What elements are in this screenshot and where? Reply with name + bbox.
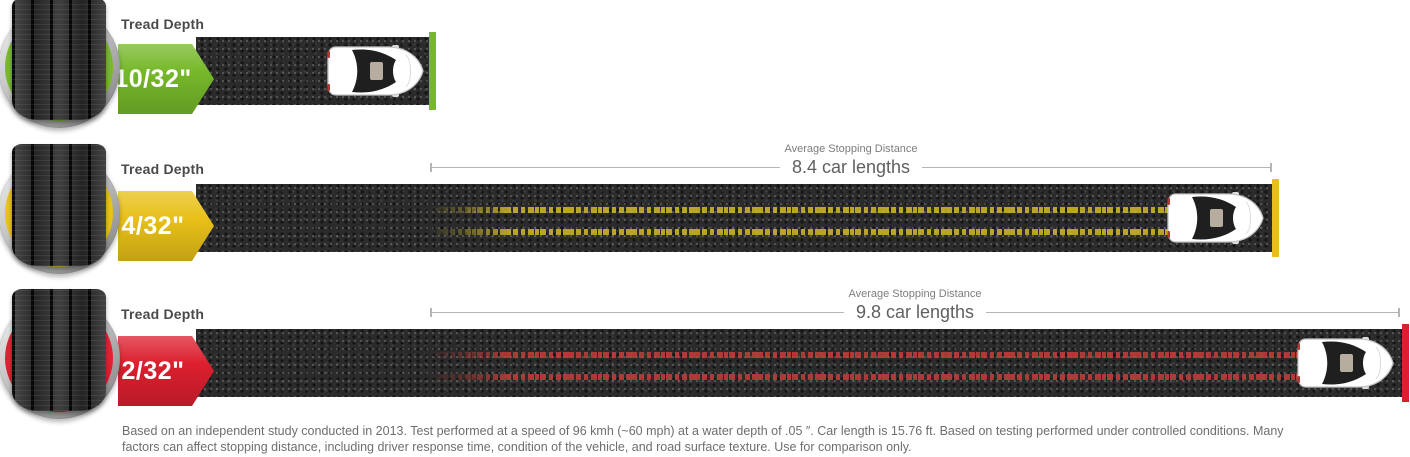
skid-mark xyxy=(430,352,1348,358)
tire-tread-icon xyxy=(12,144,106,266)
measure-line-left xyxy=(430,163,780,172)
depth-arrow-label: 10/32" xyxy=(118,44,214,114)
depth-value: 2/32" xyxy=(121,356,185,385)
stopping-distance-measure: Average Stopping Distance 8.4 car length… xyxy=(430,143,1273,178)
measure-line-right xyxy=(922,163,1273,172)
measure-line-right xyxy=(986,308,1401,317)
measure-line-row: 9.8 car lengths xyxy=(430,302,1401,323)
measure-tick-left xyxy=(430,163,432,172)
road-bar-4-32 xyxy=(196,184,1272,252)
tire-photo-10-32 xyxy=(0,0,120,128)
stop-marker-red xyxy=(1402,324,1409,402)
tire-tread-icon xyxy=(12,289,106,411)
car-top-view-icon xyxy=(1167,192,1264,244)
disclaimer-text: Based on an independent study conducted … xyxy=(122,424,1284,455)
measure-tick-left xyxy=(430,308,432,317)
car-top-view-icon xyxy=(1297,337,1394,389)
depth-value: 4/32" xyxy=(121,211,185,240)
measure-tick-right xyxy=(1270,163,1273,172)
skid-mark xyxy=(430,229,1218,235)
measure-value: 9.8 car lengths xyxy=(855,302,975,322)
stop-marker-yellow xyxy=(1272,179,1279,257)
measure-title: Average Stopping Distance xyxy=(848,288,982,300)
measure-value: 8.4 car lengths xyxy=(791,157,911,177)
measure-tick-right xyxy=(1398,308,1401,317)
depth-value: 10/32" xyxy=(114,64,192,93)
depth-arrow-label: 4/32" xyxy=(118,191,214,261)
measure-title: Average Stopping Distance xyxy=(784,143,918,155)
car-top-view-icon xyxy=(327,45,424,97)
tire-photo-2-32 xyxy=(0,289,120,419)
road-bar-2-32 xyxy=(196,329,1402,397)
tire-photo-4-32 xyxy=(0,144,120,274)
stopping-distance-measure: Average Stopping Distance 9.8 car length… xyxy=(430,288,1401,323)
stop-marker-green xyxy=(429,32,436,110)
tread-depth-heading: Tread Depth xyxy=(121,16,205,32)
tire-tread-icon xyxy=(12,0,106,120)
measure-line-left xyxy=(430,308,844,317)
tread-depth-heading: Tread Depth xyxy=(121,161,205,177)
depth-arrow-label: 2/32" xyxy=(118,336,214,406)
measure-line-row: 8.4 car lengths xyxy=(430,157,1273,178)
tread-depth-heading: Tread Depth xyxy=(121,306,205,322)
skid-mark xyxy=(430,207,1218,213)
skid-mark xyxy=(430,374,1348,380)
